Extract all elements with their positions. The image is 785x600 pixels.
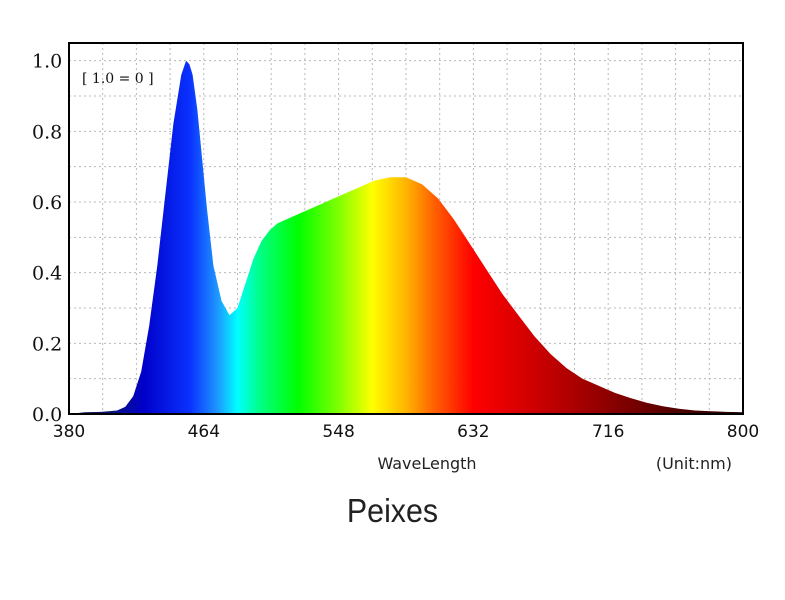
x-tick-label: 800 <box>727 422 759 442</box>
x-tick-labels: 380 464 548 632 716 800 <box>53 422 759 442</box>
chart-caption: Peixes <box>346 492 439 529</box>
unit-label: (Unit:nm) <box>656 454 732 473</box>
y-tick-label: 0.4 <box>32 263 62 285</box>
x-axis-label: WaveLength <box>377 454 476 473</box>
plot-frame <box>68 42 744 415</box>
y-tick-label: 0.2 <box>32 333 62 355</box>
spectrum-area <box>69 60 743 414</box>
normalization-label: [ 1.0 = 0 ] <box>82 71 154 87</box>
x-tick-label: 380 <box>53 422 85 442</box>
spectrum-chart: [ 1.0 = 0 ] 0.0 0.2 0.4 0.6 0.8 1.0 380 464 548… <box>32 42 759 473</box>
x-tick-label: 716 <box>592 422 624 442</box>
y-tick-label: 0.8 <box>32 121 62 143</box>
x-tick-label: 548 <box>322 422 354 442</box>
y-tick-label: 0.6 <box>32 192 62 214</box>
x-tick-label: 464 <box>188 422 220 442</box>
y-tick-label: 0.0 <box>32 404 62 426</box>
x-tick-label: 632 <box>457 422 489 442</box>
spectrum-series-area <box>69 60 743 414</box>
y-tick-label: 1.0 <box>32 51 62 73</box>
y-tick-labels: 0.0 0.2 0.4 0.6 0.8 1.0 <box>32 51 62 426</box>
